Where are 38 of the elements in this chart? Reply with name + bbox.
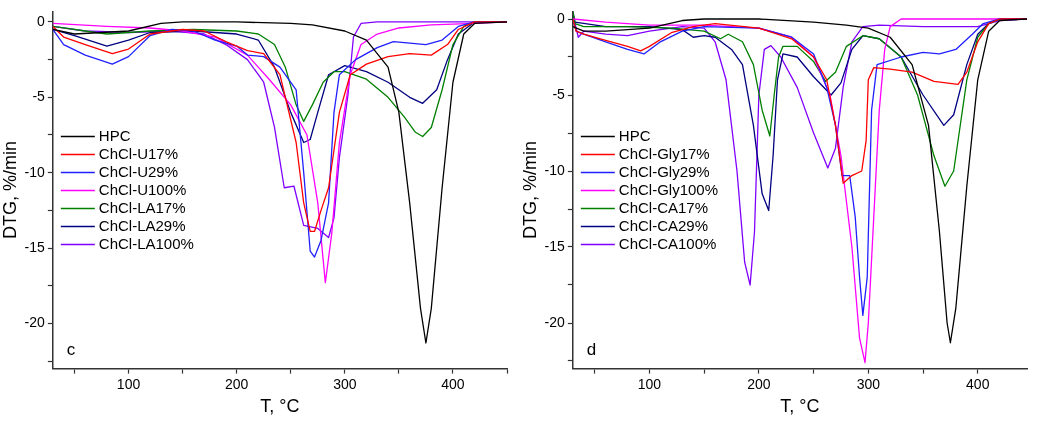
annotation: c (66, 339, 76, 359)
legend-label: ChCl-CA17% (618, 198, 709, 216)
legend-label: ChCl-LA29% (98, 216, 186, 234)
x-tick-label: 200 (747, 375, 771, 392)
y-tick-label: -10 (24, 163, 46, 180)
legend-label: ChCl-Gly100% (618, 180, 719, 198)
x-tick-label: 100 (637, 375, 662, 392)
legend-label: ChCl-CA29% (618, 216, 709, 234)
x-tick-label: 400 (441, 375, 465, 392)
y-tick-label: -20 (24, 314, 46, 331)
x-tick-label: 400 (966, 375, 990, 392)
annotation: d (586, 339, 597, 359)
legend-label: ChCl-CA100% (618, 234, 717, 252)
legend-label: ChCl-U100% (98, 180, 187, 198)
legend-label: HPC (618, 126, 651, 144)
y-tick-label: -5 (32, 88, 46, 105)
x-tick-label: 300 (856, 375, 881, 392)
x-axis-title: T, °C (260, 396, 300, 417)
x-tick-label: 100 (116, 375, 141, 392)
y-tick-label: 0 (37, 12, 46, 29)
x-tick-label: 200 (224, 375, 249, 392)
y-tick-label: -15 (544, 237, 566, 254)
legend-label: ChCl-LA17% (98, 198, 186, 216)
legend-label: ChCl-U17% (98, 144, 179, 162)
y-axis-title: DTG, %/min (519, 140, 540, 240)
y-axis-title: DTG, %/min (0, 140, 20, 240)
legend-label: HPC (98, 126, 131, 144)
legend-label: ChCl-Gly29% (618, 162, 710, 180)
x-tick-label: 300 (333, 375, 357, 392)
y-tick-label: 0 (557, 9, 566, 26)
y-tick-label: -20 (544, 313, 566, 330)
legend-label: ChCl-Gly17% (618, 144, 710, 162)
y-tick-label: -10 (544, 161, 566, 178)
y-tick-label: -15 (24, 238, 46, 255)
legend-label: ChCl-U29% (98, 162, 179, 180)
x-axis-title: T, °C (780, 396, 820, 417)
y-tick-label: -5 (552, 85, 566, 102)
legend-label: ChCl-LA100% (98, 234, 194, 252)
